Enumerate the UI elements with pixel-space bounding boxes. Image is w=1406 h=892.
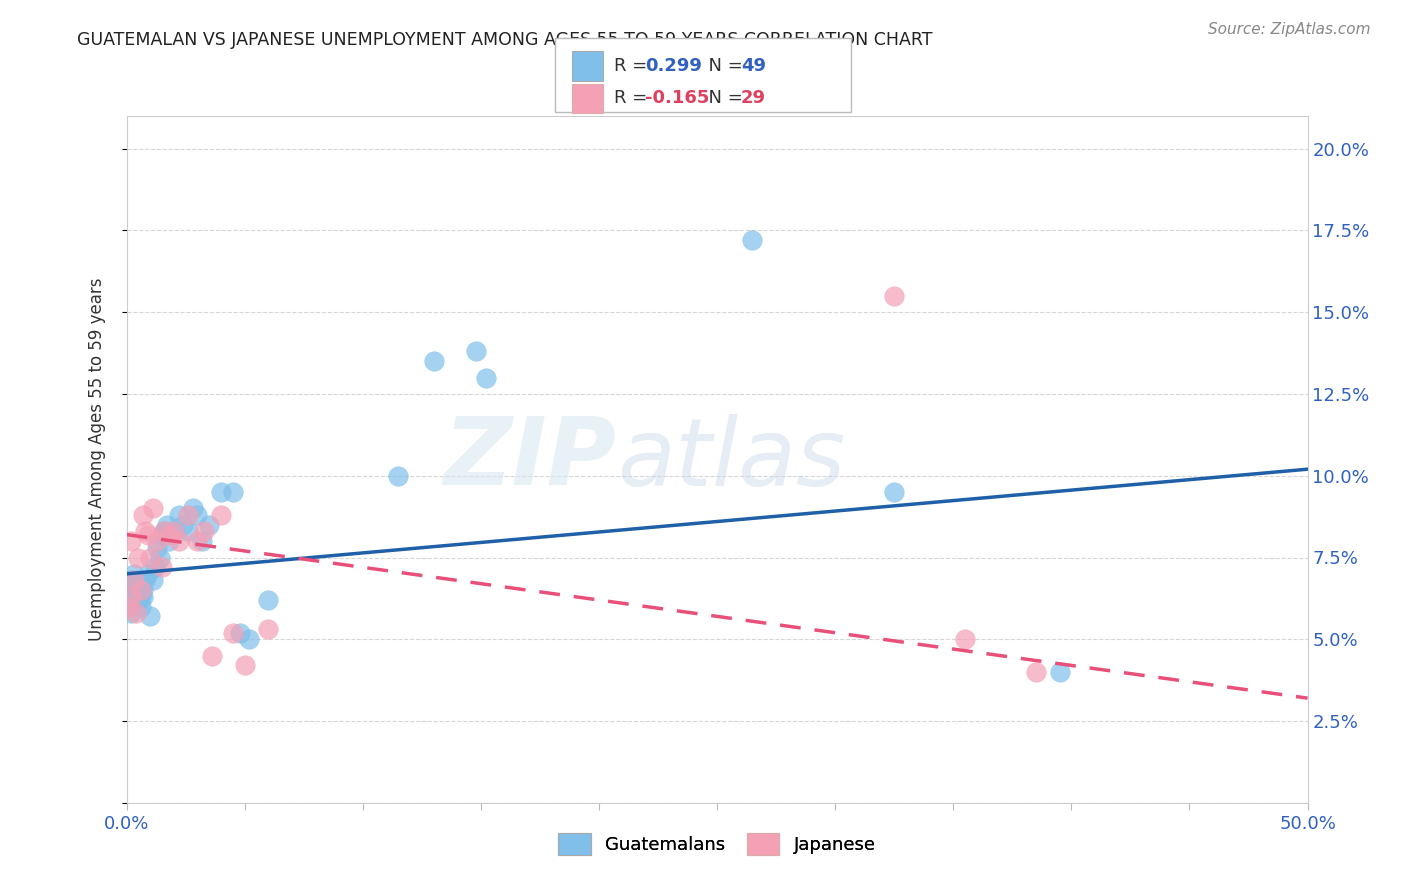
Text: N =: N = xyxy=(697,89,749,107)
Point xyxy=(177,508,200,522)
Point xyxy=(883,485,905,500)
Point xyxy=(163,524,186,539)
Point xyxy=(149,550,172,565)
Point xyxy=(229,625,252,640)
Point xyxy=(122,576,145,591)
Point xyxy=(153,524,176,539)
Point xyxy=(118,599,141,614)
Point xyxy=(150,527,173,541)
Point xyxy=(150,560,173,574)
Point xyxy=(257,593,280,607)
Text: R =: R = xyxy=(614,89,654,107)
Point xyxy=(209,485,232,500)
Text: 0.299: 0.299 xyxy=(645,57,702,75)
Point xyxy=(125,590,148,604)
Text: R =: R = xyxy=(614,57,654,75)
Point xyxy=(181,501,204,516)
Point xyxy=(146,534,169,549)
Point xyxy=(122,566,145,581)
Text: GUATEMALAN VS JAPANESE UNEMPLOYMENT AMONG AGES 55 TO 59 YEARS CORRELATION CHART: GUATEMALAN VS JAPANESE UNEMPLOYMENT AMON… xyxy=(77,31,932,49)
Text: 49: 49 xyxy=(741,57,766,75)
Point xyxy=(132,583,155,598)
Point xyxy=(222,485,245,500)
Text: -0.165: -0.165 xyxy=(645,89,710,107)
Point xyxy=(127,593,149,607)
Point xyxy=(474,370,496,384)
Point xyxy=(198,517,221,532)
Point xyxy=(134,574,156,588)
Point xyxy=(120,590,142,604)
Point xyxy=(132,590,155,604)
Point xyxy=(233,658,256,673)
Point xyxy=(143,560,166,574)
Point xyxy=(118,599,141,614)
Point xyxy=(156,517,179,532)
Point xyxy=(193,524,215,539)
Point xyxy=(139,609,162,624)
Point xyxy=(122,593,145,607)
Point xyxy=(177,524,200,539)
Point xyxy=(125,606,148,620)
Point xyxy=(127,550,149,565)
Point xyxy=(118,583,141,598)
Point xyxy=(1049,665,1071,679)
Point xyxy=(136,527,159,541)
Text: 29: 29 xyxy=(741,89,766,107)
Point xyxy=(172,517,194,532)
Point xyxy=(167,508,190,522)
Point xyxy=(186,508,208,522)
Point xyxy=(125,583,148,598)
Text: N =: N = xyxy=(697,57,749,75)
Point xyxy=(141,574,163,588)
Point xyxy=(167,534,190,549)
Point xyxy=(120,590,142,604)
Point xyxy=(136,566,159,581)
Point xyxy=(129,583,152,598)
Point xyxy=(125,574,148,588)
Point xyxy=(465,344,488,359)
Point xyxy=(122,583,145,598)
Point xyxy=(120,534,142,549)
Point xyxy=(141,501,163,516)
Point xyxy=(209,508,232,522)
Point xyxy=(163,524,186,539)
Text: atlas: atlas xyxy=(617,414,845,505)
Text: ZIP: ZIP xyxy=(444,413,617,506)
Point xyxy=(191,534,214,549)
Point xyxy=(186,534,208,549)
Y-axis label: Unemployment Among Ages 55 to 59 years: Unemployment Among Ages 55 to 59 years xyxy=(87,277,105,641)
Point xyxy=(146,541,169,555)
Point xyxy=(134,524,156,539)
Point xyxy=(883,289,905,303)
Point xyxy=(122,574,145,588)
Point xyxy=(200,648,222,663)
Point xyxy=(120,574,142,588)
Point xyxy=(120,606,142,620)
Point xyxy=(139,550,162,565)
Text: Source: ZipAtlas.com: Source: ZipAtlas.com xyxy=(1208,22,1371,37)
Legend: Guatemalans, Japanese: Guatemalans, Japanese xyxy=(551,826,883,863)
Point xyxy=(222,625,245,640)
Point xyxy=(132,508,155,522)
Point xyxy=(129,590,152,604)
Point xyxy=(257,623,280,637)
Point xyxy=(422,354,444,368)
Point xyxy=(157,534,180,549)
Point xyxy=(387,468,409,483)
Point xyxy=(129,599,152,614)
Point xyxy=(953,632,976,647)
Point xyxy=(238,632,260,647)
Point xyxy=(157,527,180,541)
Point xyxy=(1025,665,1047,679)
Point xyxy=(741,233,763,247)
Point xyxy=(127,576,149,591)
Point xyxy=(153,524,176,539)
